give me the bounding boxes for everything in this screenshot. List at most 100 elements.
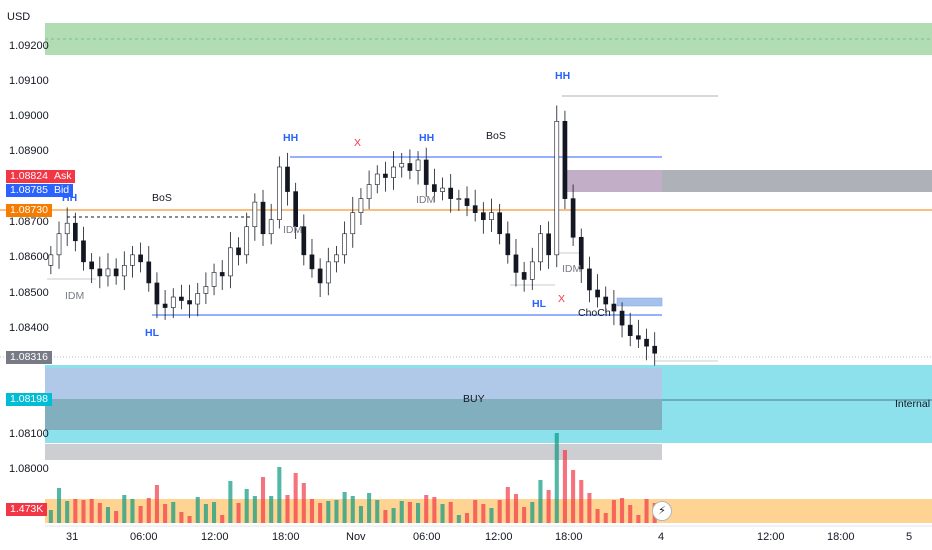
hh-label-3: HH (419, 132, 434, 144)
time-tick: 12:00 (485, 531, 513, 543)
candle-body (130, 254, 135, 266)
candle-body (627, 324, 633, 336)
price-tick: 1.08600 (9, 251, 49, 263)
price-tick: 1.08000 (9, 463, 49, 475)
volume-bar (318, 503, 323, 523)
grey-zone (45, 444, 662, 460)
bos-label-1: BoS (152, 192, 172, 204)
lightning-icon[interactable]: ⚡ (652, 501, 672, 521)
price-tick: 1.08500 (9, 287, 49, 299)
candle-body (497, 212, 502, 235)
supply-zone (563, 170, 662, 192)
candle-body (464, 198, 470, 206)
price-tick: 1.08700 (9, 216, 49, 228)
axis-currency: USD (7, 11, 30, 23)
volume-bar (416, 503, 421, 523)
candle-body (301, 226, 307, 256)
candle-body (456, 198, 462, 200)
candle-body (211, 272, 217, 287)
candle-body (334, 254, 339, 263)
candle-body (407, 163, 413, 171)
candle-body (570, 198, 576, 238)
time-tick: 12:00 (201, 531, 229, 543)
candle-body (619, 310, 625, 326)
time-tick: 06:00 (413, 531, 441, 543)
volume-bar (636, 515, 641, 523)
volume-bar (334, 500, 339, 523)
volume-bar (228, 481, 233, 523)
x-label-1: X (354, 137, 361, 149)
volume-bar (269, 496, 274, 523)
volume-bar (277, 467, 282, 523)
volume-bar (301, 483, 306, 523)
candle-body (374, 173, 380, 185)
candle-body (195, 293, 201, 305)
volume-bar (628, 505, 633, 523)
volume-bar (244, 489, 249, 523)
candle-body (170, 296, 176, 308)
candle-body (595, 289, 600, 298)
volume-bar (358, 506, 363, 523)
idm-label-3: IDM (416, 194, 435, 206)
candle-body (268, 219, 274, 235)
volume-bar (154, 485, 159, 523)
price-tick: 1.08900 (9, 145, 49, 157)
time-tick: 18:00 (272, 531, 300, 543)
candle-body (399, 163, 405, 168)
candle-body (113, 268, 119, 277)
candle-body (350, 212, 356, 235)
candle-body (325, 261, 331, 284)
volume-bar (620, 498, 625, 523)
volume-bar (342, 492, 347, 523)
idm-label-2: IDM (283, 224, 302, 236)
volume-bar (65, 501, 70, 523)
candle-body (652, 345, 658, 354)
structure-lines (0, 95, 932, 401)
candle-body (636, 335, 641, 340)
price-tick: 1.09200 (9, 40, 49, 52)
candle-body (219, 272, 225, 277)
candle-body (554, 121, 560, 256)
volume-bar (505, 487, 510, 523)
time-tick: 4 (658, 531, 664, 543)
candle-body (423, 159, 429, 185)
volume-band (45, 499, 932, 523)
volume-bar (212, 502, 217, 523)
volume-bar (171, 502, 176, 523)
volume-bar (56, 488, 62, 523)
volume-bar (538, 480, 543, 523)
candle-body (383, 173, 388, 178)
candle-body (415, 159, 421, 171)
volume-bar (554, 433, 559, 523)
volume-bar (309, 499, 315, 523)
candle-body (72, 222, 78, 242)
idm-label-1: IDM (65, 290, 84, 302)
ask-price-tag: 1.08824 Ask (6, 170, 76, 183)
candle-body (644, 338, 649, 347)
volume-bar (285, 495, 290, 523)
candle-body (603, 296, 609, 305)
volume-bar (530, 502, 535, 523)
candle-body (578, 236, 584, 270)
volume-bar (448, 502, 453, 523)
candle-body (513, 254, 519, 273)
candle-body (244, 226, 250, 256)
time-tick: Nov (346, 531, 366, 543)
price-tick: 1.09000 (9, 110, 49, 122)
volume-bar (122, 495, 127, 523)
volume-bar (562, 450, 567, 523)
candle-body (97, 268, 103, 277)
candle-body (309, 254, 315, 270)
candle-body (587, 268, 592, 291)
idm-label-4: IDM (562, 263, 581, 275)
price-tick: 1.09100 (9, 75, 49, 87)
volume-bar (220, 515, 225, 523)
candle-body (529, 261, 535, 280)
volume-bar (497, 500, 502, 523)
volume-bar (464, 513, 470, 523)
candle-body (342, 233, 347, 256)
candle-body (358, 198, 364, 213)
time-tick: 18:00 (827, 531, 855, 543)
volume-bar (432, 497, 437, 523)
